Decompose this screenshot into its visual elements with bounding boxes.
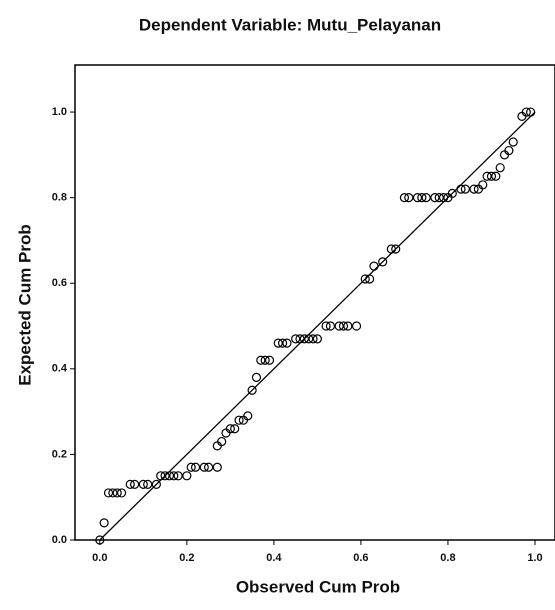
point <box>417 193 427 203</box>
x-axis-label: Observed Cum Prob <box>236 577 400 596</box>
point <box>430 193 440 203</box>
point <box>434 193 444 203</box>
point <box>112 488 122 498</box>
point <box>399 193 410 203</box>
point <box>264 355 275 365</box>
point <box>99 518 109 528</box>
y-tick-label: 0.0 <box>52 534 67 546</box>
y-tick-label: 0.6 <box>52 277 67 289</box>
point <box>508 137 518 147</box>
point <box>526 107 536 117</box>
point <box>456 184 466 194</box>
point <box>378 257 388 267</box>
point <box>391 244 401 254</box>
point <box>251 372 262 382</box>
point <box>295 334 305 344</box>
point <box>351 321 362 331</box>
point <box>386 244 396 254</box>
x-tick-label: 0.4 <box>266 552 282 564</box>
point <box>203 462 214 472</box>
point <box>325 321 336 331</box>
y-tick-label: 1.0 <box>52 106 67 118</box>
point <box>243 411 253 421</box>
point <box>186 462 196 472</box>
point <box>95 535 105 545</box>
y-tick-label: 0.8 <box>52 192 67 204</box>
point <box>103 488 114 498</box>
point <box>486 171 497 181</box>
x-tick-label: 1.0 <box>527 552 542 564</box>
point <box>421 193 431 203</box>
point <box>478 180 488 190</box>
point <box>469 184 479 194</box>
point <box>482 171 492 181</box>
point <box>125 479 135 489</box>
point <box>304 334 314 344</box>
point <box>199 462 209 472</box>
reference-line <box>99 111 536 541</box>
point <box>169 471 179 481</box>
point <box>143 479 153 489</box>
x-tick-label: 0.8 <box>440 552 455 564</box>
point <box>495 163 505 173</box>
y-axis-label: Expected Cum Prob <box>15 224 34 386</box>
point <box>217 436 227 447</box>
point <box>282 338 292 348</box>
point <box>291 334 301 344</box>
point <box>256 355 266 365</box>
point <box>234 415 244 425</box>
point <box>365 274 375 284</box>
y-tick-label: 0.2 <box>52 448 67 460</box>
point <box>369 261 379 271</box>
point <box>116 488 127 498</box>
point <box>343 321 353 331</box>
plot-frame <box>74 64 555 541</box>
x-tick-label: 0.0 <box>92 552 107 564</box>
point <box>338 321 349 331</box>
point <box>130 479 140 489</box>
point <box>173 471 183 481</box>
x-tick-label: 0.2 <box>179 552 194 564</box>
point <box>190 462 201 472</box>
y-tick-label: 0.4 <box>52 363 68 375</box>
point <box>247 385 257 395</box>
point <box>225 424 235 434</box>
point <box>230 424 240 434</box>
chart-title: Dependent Variable: Mutu_Pelayanan <box>139 15 441 34</box>
point <box>491 171 501 181</box>
point <box>160 471 170 481</box>
x-tick-label: 0.6 <box>353 552 368 564</box>
point <box>138 479 148 489</box>
point <box>277 338 288 348</box>
point <box>360 274 370 284</box>
point <box>156 471 166 481</box>
point <box>460 184 470 194</box>
point <box>212 462 222 472</box>
point <box>521 107 531 117</box>
point <box>334 321 344 331</box>
point <box>447 188 457 198</box>
point <box>273 338 283 348</box>
point <box>438 193 449 203</box>
point <box>308 334 318 344</box>
point <box>182 471 192 481</box>
point <box>412 193 423 203</box>
point <box>151 479 161 489</box>
point <box>108 488 118 498</box>
point <box>299 334 309 344</box>
point <box>164 471 175 481</box>
point <box>312 334 322 344</box>
point <box>260 355 270 365</box>
point <box>404 193 414 203</box>
point <box>504 145 514 156</box>
point <box>321 321 331 331</box>
